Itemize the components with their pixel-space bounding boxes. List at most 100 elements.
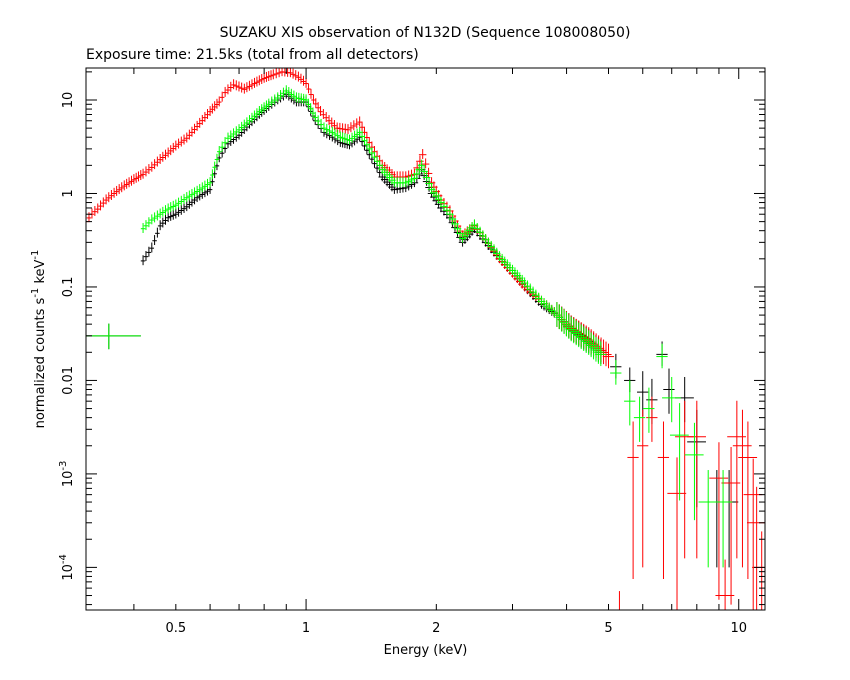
data-point — [278, 89, 283, 100]
data-point — [106, 192, 112, 203]
data-point — [610, 360, 622, 385]
data-point — [157, 208, 163, 219]
data-point — [194, 120, 200, 131]
data-point — [165, 203, 171, 214]
y-tick-label-base: 0.01 — [61, 366, 76, 395]
data-point — [437, 196, 445, 207]
plot-frame — [85, 67, 766, 611]
data-point — [281, 87, 286, 98]
data-point — [219, 91, 225, 102]
data-point — [738, 421, 758, 580]
data-point — [271, 69, 276, 80]
data-point — [216, 96, 222, 107]
data-point — [354, 128, 360, 139]
data-point — [296, 71, 301, 82]
data-point — [308, 103, 313, 114]
data-point — [422, 171, 431, 182]
data-point — [713, 470, 733, 568]
data-point — [286, 87, 292, 97]
data-point — [663, 368, 675, 414]
data-point — [732, 409, 752, 568]
data-point — [585, 332, 597, 358]
x-axis-label: Energy (keV) — [384, 643, 468, 658]
data-point — [143, 250, 149, 261]
data-point — [335, 129, 340, 140]
data-point — [312, 111, 318, 122]
y-axis-label-mid: keV — [33, 259, 48, 287]
data-point — [298, 73, 304, 84]
data-point — [173, 208, 179, 219]
data-point — [254, 76, 260, 87]
data-point — [348, 122, 354, 133]
data-point — [114, 185, 119, 196]
data-point — [257, 75, 262, 86]
data-point — [212, 101, 217, 112]
data-point — [425, 177, 433, 188]
data-point — [160, 217, 166, 228]
data-point — [111, 187, 117, 198]
data-point — [242, 119, 247, 130]
data-point — [567, 318, 580, 344]
data-point — [98, 200, 103, 211]
y-tick-label-base: 0.1 — [61, 277, 76, 298]
data-point — [352, 130, 357, 141]
data-point — [592, 339, 604, 364]
data-point — [173, 140, 179, 151]
data-point — [146, 246, 152, 257]
data-point — [140, 168, 146, 179]
data-point — [152, 235, 157, 246]
data-point — [192, 123, 197, 134]
data-point — [293, 70, 298, 81]
data-point — [116, 184, 122, 195]
data-point — [189, 126, 195, 137]
data-point — [133, 172, 139, 183]
data-point — [176, 138, 181, 149]
data-layer — [85, 68, 765, 611]
data-point — [643, 387, 655, 433]
data-point — [179, 195, 184, 206]
data-point — [364, 139, 370, 150]
data-point — [367, 143, 372, 154]
data-point — [146, 217, 152, 228]
data-point — [344, 133, 350, 144]
data-point — [563, 314, 575, 339]
data-point — [327, 125, 332, 136]
low-energy-point — [86, 323, 141, 350]
data-point — [303, 94, 309, 105]
data-point — [228, 81, 234, 92]
data-point — [565, 316, 577, 342]
data-point — [239, 121, 244, 132]
data-point — [627, 421, 639, 580]
data-point — [184, 132, 190, 143]
data-point — [152, 212, 157, 223]
data-point — [572, 322, 585, 348]
data-point — [212, 161, 217, 172]
data-point — [288, 68, 293, 78]
data-point — [205, 178, 210, 189]
data-point — [417, 159, 426, 170]
axis-ticks — [86, 68, 765, 610]
x-tick-label: 0.5 — [165, 621, 186, 636]
data-point — [324, 123, 330, 134]
data-point — [359, 121, 365, 132]
data-point — [332, 120, 337, 130]
data-point — [194, 185, 200, 196]
chart-title: SUZAKU XIS observation of N132D (Sequenc… — [220, 25, 631, 41]
data-point — [143, 166, 149, 177]
data-point — [687, 400, 706, 559]
data-point — [254, 108, 260, 119]
data-point — [187, 190, 192, 201]
y-tick-label: 10-3 — [58, 461, 76, 488]
data-point — [247, 80, 252, 91]
data-point — [291, 90, 297, 101]
data-point — [416, 155, 424, 166]
data-point — [168, 202, 173, 213]
data-point — [321, 122, 327, 133]
data-point — [303, 77, 309, 88]
data-point — [168, 145, 173, 156]
data-point — [249, 112, 255, 123]
data-point — [269, 96, 275, 107]
data-point — [310, 107, 316, 118]
data-point — [200, 182, 205, 193]
